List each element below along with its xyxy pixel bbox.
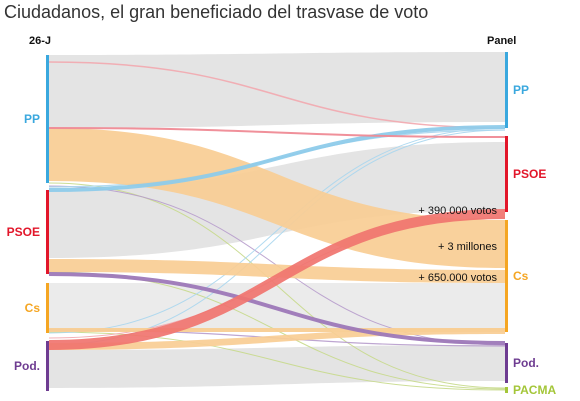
- right-bar-pacma: [505, 387, 508, 393]
- left-column-header: 26-J: [29, 35, 52, 47]
- right-label-pp: PP: [513, 83, 529, 97]
- left-bar-cs: [46, 283, 49, 333]
- right-column-header: Panel: [487, 35, 517, 47]
- node-labels: PP PSOE Cs Pod. PP PSOE Cs Pod. PACMA: [7, 83, 557, 397]
- flow-pod-cs: [49, 328, 505, 350]
- right-bar-pod: [505, 343, 508, 383]
- right-bar-psoe: [505, 136, 508, 212]
- right-label-cs: Cs: [513, 269, 529, 283]
- flow-annotations: + 390.000 votos + 3 millones + 650.000 vot…: [418, 205, 497, 284]
- flow-pp-psoe-hl: [48, 127, 506, 138]
- left-bar-psoe: [46, 190, 49, 274]
- node-bars: [46, 52, 508, 393]
- left-label-cs: Cs: [25, 301, 41, 315]
- right-bar-cs: [505, 220, 508, 332]
- flow-psoe-cs: [49, 259, 505, 283]
- flow-pod-pod: [49, 345, 505, 388]
- right-label-psoe: PSOE: [513, 167, 546, 181]
- flow-psoe-pp: [48, 125, 506, 192]
- left-label-psoe: PSOE: [7, 225, 40, 239]
- flow-annotation-2: + 3 millones: [438, 241, 498, 253]
- flow-annotation-3: + 650.000 votos: [418, 272, 497, 284]
- left-label-pp: PP: [24, 112, 40, 126]
- flow-pod-psoe: [48, 209, 506, 350]
- left-bar-pod: [46, 341, 49, 391]
- left-bar-pp: [46, 55, 49, 183]
- right-label-pacma: PACMA: [513, 383, 556, 397]
- flow-cs-cs: [49, 328, 505, 332]
- left-label-pod: Pod.: [14, 359, 40, 373]
- right-label-pod: Pod.: [513, 356, 539, 370]
- flow-pp-psoe: [48, 61, 506, 129]
- flow-pp-pp: [49, 52, 505, 128]
- right-bar-pp: [505, 52, 508, 128]
- highlighted-flows: [48, 125, 506, 350]
- chart-title: Ciudadanos, el gran beneficiado del tras…: [4, 2, 429, 22]
- flow-cs-pp: [48, 127, 506, 334]
- flow-annotation-1: + 390.000 votos: [418, 205, 497, 217]
- flow-psoe-pod: [48, 272, 506, 345]
